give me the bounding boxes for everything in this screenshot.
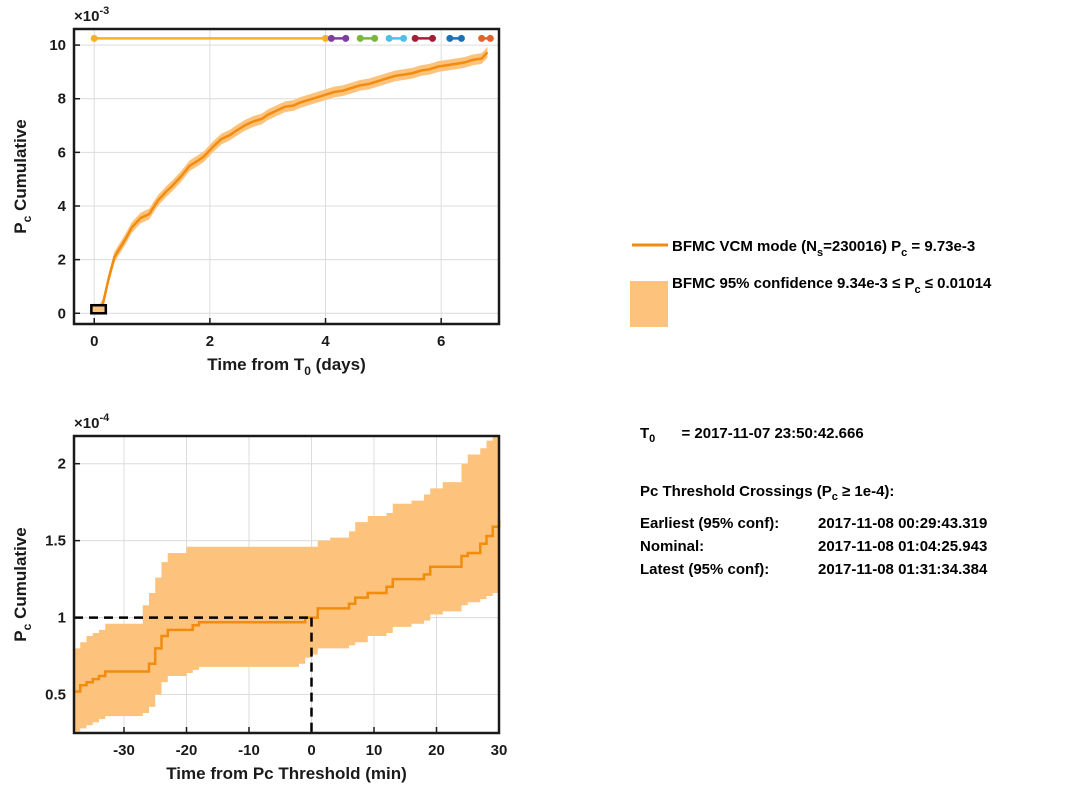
top-chart: 0 2 4 6 0 2 4 6 8 10 ×10-3 Time from T0 (days) Pc… xyxy=(11,5,501,378)
reference-marker-end xyxy=(400,34,408,42)
top-tick-labels: 0 2 4 6 0 2 4 6 8 10 xyxy=(49,37,445,350)
reference-marker-end xyxy=(371,34,379,42)
reference-marker-start xyxy=(356,34,364,42)
bot-xtick-label: 20 xyxy=(428,742,445,759)
bottom-band-area xyxy=(74,436,499,732)
top-xtick-label: 4 xyxy=(321,333,330,350)
top-x-axis-label: Time from T0 (days) xyxy=(207,355,365,378)
legend-band-label: BFMC 95% confidence 9.34e-3 ≤ Pc ≤ 0.010… xyxy=(672,275,992,296)
top-confidence-band xyxy=(94,46,488,315)
t0-subscript: 0 xyxy=(649,433,656,445)
bottom-tick-labels: -30 -20 -10 0 10 20 30 0.5 1 1.5 2 xyxy=(45,456,507,759)
bottom-confidence-band xyxy=(74,436,499,732)
top-xtick-label: 2 xyxy=(206,333,214,350)
legend: BFMC VCM mode (Ns=230016) Pc = 9.73e-3 B… xyxy=(630,238,992,327)
top-xtick-label: 6 xyxy=(437,333,445,350)
top-band-area xyxy=(94,46,488,315)
reference-marker-end xyxy=(457,34,465,42)
bottom-exponent-label: ×10-4 xyxy=(74,412,110,432)
reference-marker-end xyxy=(429,34,437,42)
reference-marker-start xyxy=(411,34,419,42)
crossings-title: Pc Threshold Crossings (Pc ≥ 1e-4): xyxy=(640,483,895,503)
bot-ytick-label: 2 xyxy=(58,456,66,473)
legend-band-swatch xyxy=(630,281,668,327)
bot-xtick-label: -10 xyxy=(238,742,260,759)
reference-marker-end xyxy=(322,34,330,42)
bottom-y-axis-label: Pc Cumulative xyxy=(11,527,34,641)
top-reference-markers xyxy=(90,34,494,315)
top-ytick-label: 8 xyxy=(58,91,66,108)
top-y-axis-label: Pc Cumulative xyxy=(11,119,34,233)
t0-label: T xyxy=(640,425,650,442)
reference-marker-start xyxy=(478,34,486,42)
crossings-table: Earliest (95% conf): 2017-11-08 00:29:43.… xyxy=(640,515,1060,585)
crossing-key: Latest (95% conf): xyxy=(640,561,770,578)
bot-xtick-label: -30 xyxy=(113,742,135,759)
bottom-series-path xyxy=(74,519,501,693)
crossing-row-latest: Latest (95% conf): 2017-11-08 01:31:34.38… xyxy=(640,561,987,578)
reference-marker-start xyxy=(385,34,393,42)
top-plot-frame xyxy=(72,27,501,326)
bottom-series-line xyxy=(74,519,501,693)
reference-marker-end xyxy=(486,34,494,42)
bot-xtick-label: -20 xyxy=(176,742,198,759)
bottom-chart: -30 -20 -10 0 10 20 30 0.5 1 1.5 2 ×10-4 Time from… xyxy=(11,412,507,783)
top-ytick-label: 10 xyxy=(49,37,66,54)
bot-xtick-label: 30 xyxy=(491,742,508,759)
top-series-path xyxy=(94,51,489,311)
top-ytick-label: 0 xyxy=(58,305,66,322)
crossing-key: Nominal: xyxy=(640,538,705,555)
bottom-plot-frame xyxy=(72,434,501,735)
bot-xtick-label: 0 xyxy=(307,742,315,759)
bottom-threshold-lines xyxy=(74,616,313,733)
top-series-line xyxy=(94,51,489,311)
legend-line-label: BFMC VCM mode (Ns=230016) Pc = 9.73e-3 xyxy=(672,238,975,259)
t0-value: = 2017-11-07 23:50:42.666 xyxy=(681,425,864,442)
top-ytick-label: 2 xyxy=(58,252,66,269)
reference-marker-end xyxy=(342,34,350,42)
crossing-value: 2017-11-08 01:31:34.384 xyxy=(818,561,988,578)
reference-marker-start xyxy=(90,34,98,42)
reference-marker-start xyxy=(327,34,335,42)
bottom-x-axis-label: Time from Pc Threshold (min) xyxy=(166,764,407,783)
top-ytick-label: 6 xyxy=(58,144,66,161)
reference-marker-start xyxy=(446,34,454,42)
bot-xtick-label: 10 xyxy=(366,742,383,759)
crossing-row-earliest: Earliest (95% conf): 2017-11-08 00:29:43.… xyxy=(640,515,987,532)
top-exponent-label: ×10-3 xyxy=(74,5,109,25)
top-ytick-label: 4 xyxy=(58,198,67,215)
crossing-value: 2017-11-08 01:04:25.943 xyxy=(818,538,988,555)
top-grid xyxy=(74,29,499,324)
zoom-region-box xyxy=(90,303,108,315)
crossing-row-nominal: Nominal: 2017-11-08 01:04:25.943 xyxy=(640,538,987,555)
bot-ytick-label: 0.5 xyxy=(45,687,66,704)
crossing-key: Earliest (95% conf): xyxy=(640,515,780,532)
bot-ytick-label: 1.5 xyxy=(45,533,66,550)
top-xtick-label: 0 xyxy=(90,333,98,350)
t0-line: T0 = 2017-11-07 23:50:42.666 xyxy=(640,425,864,445)
crossing-value: 2017-11-08 00:29:43.319 xyxy=(818,515,988,532)
bot-ytick-label: 1 xyxy=(58,610,66,627)
